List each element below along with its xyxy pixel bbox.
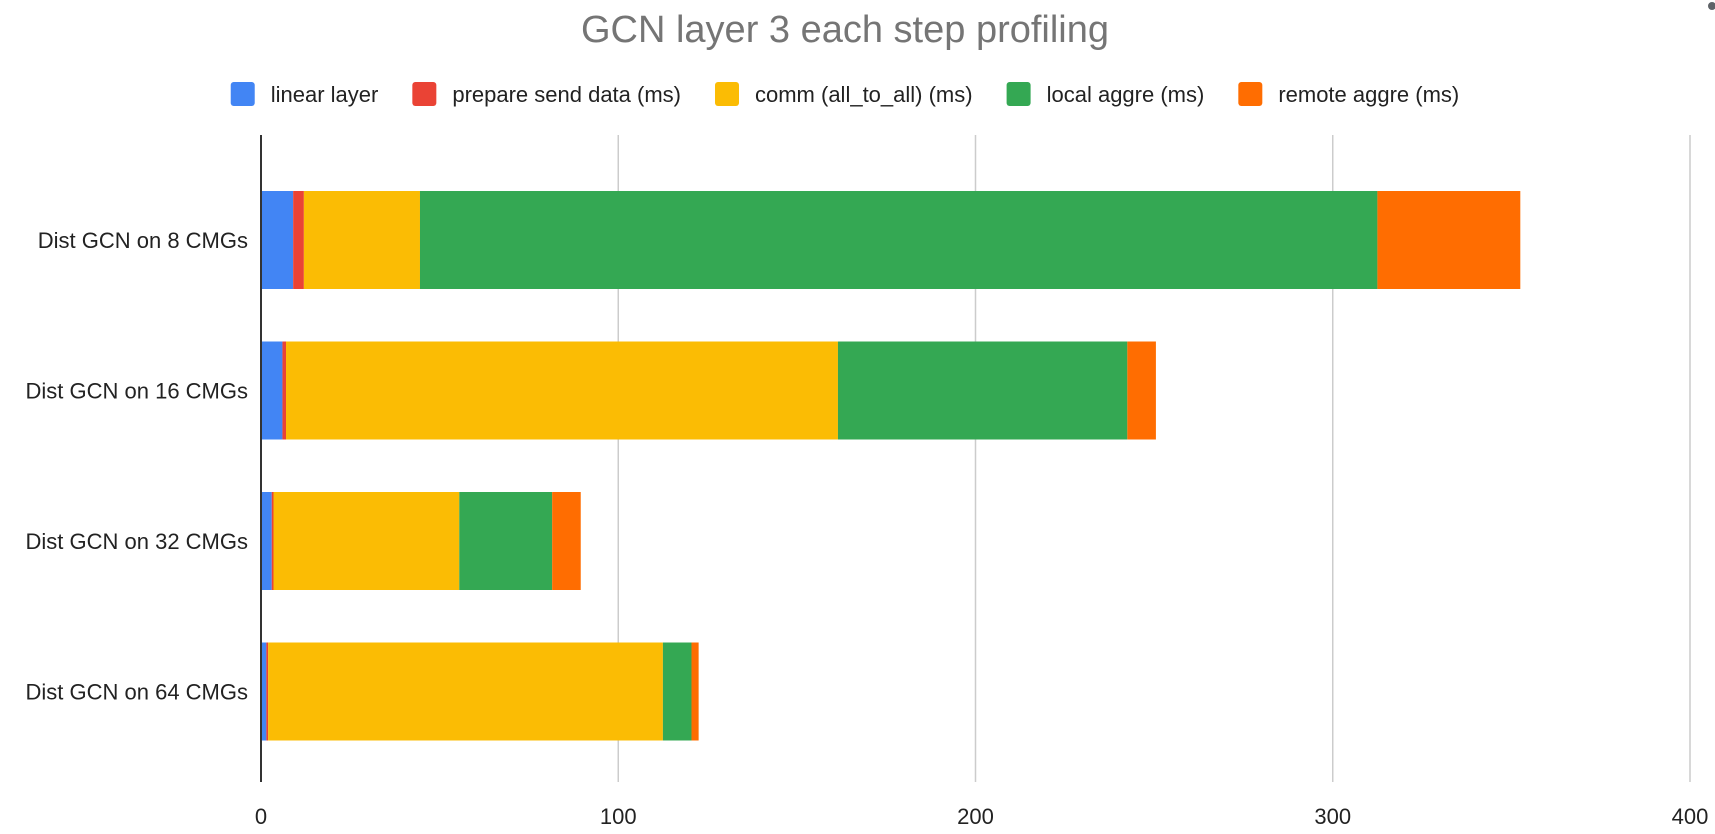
bar-segment: [459, 492, 553, 590]
bar-segment: [552, 492, 581, 590]
bar-segment: [261, 492, 272, 590]
legend-item: comm (all_to_all) (ms): [715, 82, 973, 107]
bar-segment: [1377, 191, 1521, 289]
legend: linear layer prepare send data (ms) comm (…: [230, 82, 1459, 107]
x-tick-label: 200: [957, 804, 994, 829]
bar-segment: [286, 341, 838, 440]
legend-label: linear layer: [271, 82, 379, 107]
legend-label: local aggre (ms): [1047, 82, 1205, 107]
legend-swatch: [230, 82, 255, 106]
legend-item: local aggre (ms): [1006, 82, 1205, 107]
x-tick-label: 100: [600, 804, 637, 829]
legend-swatch: [715, 82, 740, 106]
legend-swatch: [1006, 82, 1031, 106]
legend-swatch: [412, 82, 437, 106]
bar-segment: [691, 642, 699, 741]
category-label: Dist GCN on 64 CMGs: [26, 680, 249, 705]
category-label: Dist GCN on 8 CMGs: [38, 228, 248, 253]
bar-segment: [419, 191, 1378, 289]
legend-item: remote aggre (ms): [1238, 82, 1459, 107]
x-tick-label: 0: [255, 804, 267, 829]
x-tick-label: 300: [1314, 804, 1351, 829]
bar-segment: [303, 191, 420, 289]
legend-swatch: [1238, 82, 1263, 106]
bar-segment: [266, 642, 269, 741]
bar-segment: [293, 191, 304, 289]
bar-segment: [271, 492, 274, 590]
bar-segment: [273, 492, 460, 590]
bar-segment: [261, 341, 283, 440]
bar-segment: [261, 642, 267, 741]
x-tick-labels: 0 100 200 300 400: [255, 804, 1708, 829]
legend-item: linear layer: [230, 82, 379, 107]
bar-segment: [261, 191, 294, 289]
legend-label: prepare send data (ms): [452, 82, 681, 107]
bar-segment: [282, 341, 287, 440]
legend-label: remote aggre (ms): [1278, 82, 1459, 107]
legend-item: prepare send data (ms): [412, 82, 681, 107]
bar-segment: [837, 341, 1128, 440]
bar-segment: [268, 642, 663, 741]
chart-title: GCN layer 3 each step profiling: [581, 9, 1109, 51]
category-label: Dist GCN on 32 CMGs: [26, 529, 249, 554]
x-tick-label: 400: [1672, 804, 1709, 829]
bar-segment: [1127, 341, 1156, 440]
category-label: Dist GCN on 16 CMGs: [26, 379, 249, 404]
bars: [261, 191, 1521, 741]
legend-label: comm (all_to_all) (ms): [755, 82, 973, 107]
bar-segment: [662, 642, 692, 741]
menu-icon[interactable]: [1708, 2, 1715, 10]
category-labels: Dist GCN on 8 CMGs Dist GCN on 16 CMGs Dis…: [26, 228, 249, 705]
